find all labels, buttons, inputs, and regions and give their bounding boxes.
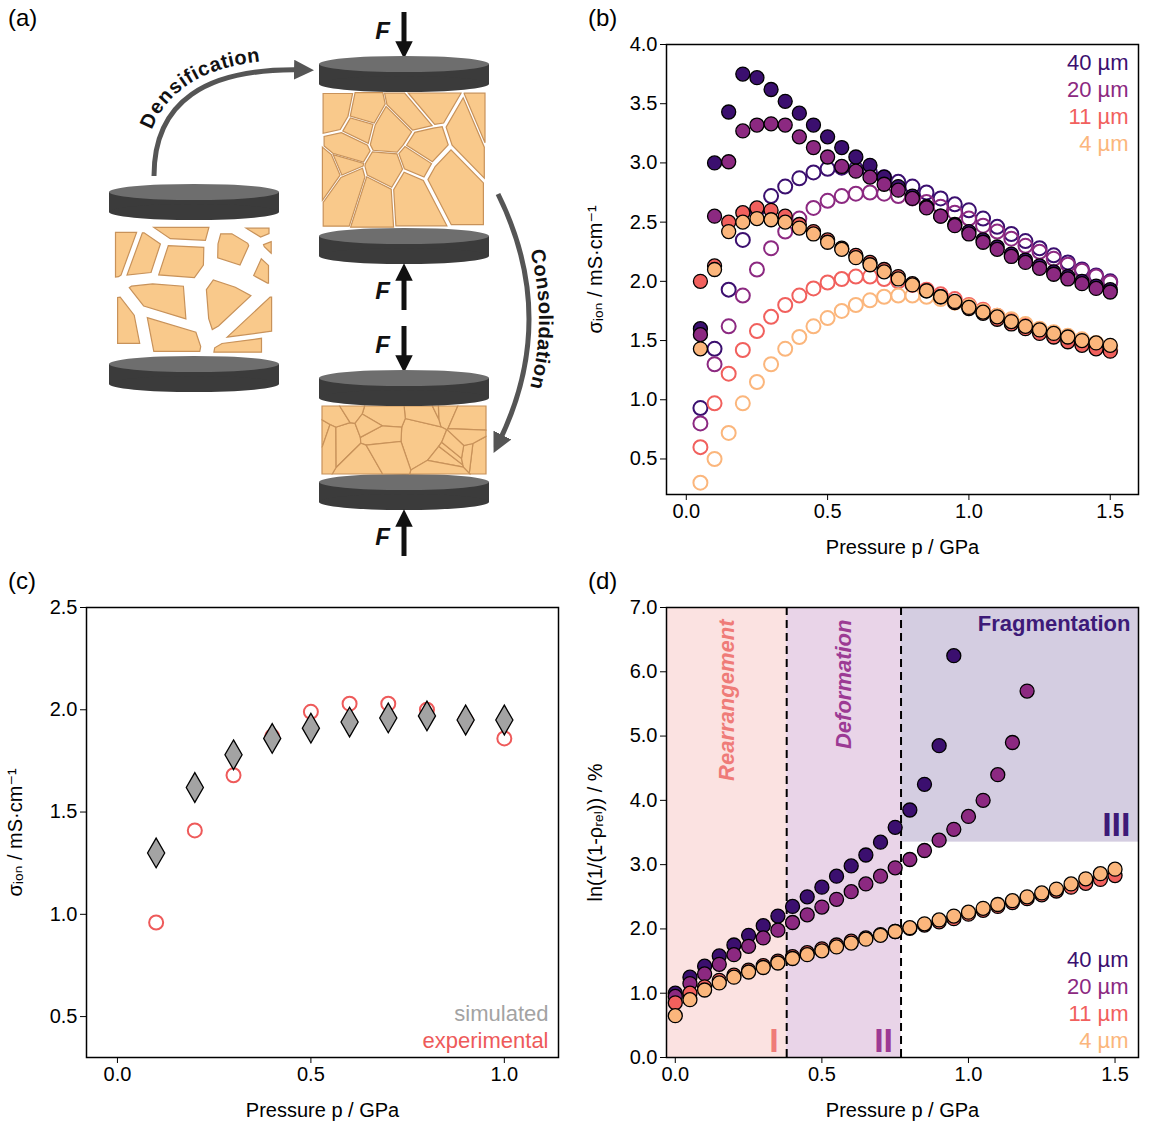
svg-text:0.5: 0.5 (50, 1005, 78, 1027)
svg-text:simulated: simulated (454, 1001, 548, 1026)
svg-text:40 µm: 40 µm (1067, 947, 1129, 972)
html-text:(d): (d) (588, 567, 618, 594)
svg-text:Densification: Densification (135, 44, 261, 132)
svg-text:4 µm: 4 µm (1079, 131, 1128, 156)
svg-text:4.0: 4.0 (630, 33, 658, 55)
svg-text:II: II (874, 1021, 893, 1059)
svg-text:2.5: 2.5 (50, 596, 78, 618)
svg-text:0.0: 0.0 (672, 500, 700, 522)
svg-text:1.5: 1.5 (1096, 500, 1124, 522)
svg-text:1.0: 1.0 (955, 1063, 983, 1085)
html-text:(c): (c) (8, 567, 36, 594)
svg-text:1.0: 1.0 (630, 982, 658, 1004)
svg-text:1.0: 1.0 (955, 500, 983, 522)
svg-text:40 µm: 40 µm (1067, 50, 1129, 75)
svg-text:F: F (375, 17, 391, 44)
svg-text:Pressure p / GPa: Pressure p / GPa (826, 1099, 980, 1121)
svg-text:7.0: 7.0 (630, 596, 658, 618)
svg-text:3.0: 3.0 (630, 151, 658, 173)
svg-text:Consolidation: Consolidation (526, 247, 557, 392)
svg-text:20 µm: 20 µm (1067, 77, 1129, 102)
svg-text:σᵢₒₙ / mS·cm⁻¹: σᵢₒₙ / mS·cm⁻¹ (4, 768, 26, 897)
svg-text:III: III (1102, 805, 1130, 843)
svg-text:Rearrangement: Rearrangement (714, 618, 739, 781)
svg-text:2.5: 2.5 (630, 211, 658, 233)
svg-text:0.5: 0.5 (814, 500, 842, 522)
svg-text:0.5: 0.5 (630, 447, 658, 469)
svg-text:0.0: 0.0 (661, 1063, 689, 1085)
svg-text:I: I (769, 1021, 778, 1059)
svg-text:4 µm: 4 µm (1079, 1028, 1128, 1053)
svg-text:3.5: 3.5 (630, 92, 658, 114)
svg-text:1.5: 1.5 (50, 800, 78, 822)
svg-text:1.5: 1.5 (1101, 1063, 1129, 1085)
svg-text:Pressure p / GPa: Pressure p / GPa (826, 536, 980, 558)
svg-text:F: F (375, 331, 391, 358)
svg-text:0.0: 0.0 (104, 1063, 132, 1085)
svg-text:ln(1/(1-ρᵣₑₗ)) / %: ln(1/(1-ρᵣₑₗ)) / % (584, 763, 606, 901)
svg-text:3.0: 3.0 (630, 853, 658, 875)
svg-text:2.0: 2.0 (630, 917, 658, 939)
svg-text:1.0: 1.0 (490, 1063, 518, 1085)
svg-text:1.5: 1.5 (630, 329, 658, 351)
svg-text:2.0: 2.0 (630, 270, 658, 292)
svg-text:0.5: 0.5 (297, 1063, 325, 1085)
svg-text:11 µm: 11 µm (1069, 104, 1129, 129)
html-text:(b): (b) (588, 4, 618, 31)
svg-text:5.0: 5.0 (630, 724, 658, 746)
svg-text:Pressure p / GPa: Pressure p / GPa (246, 1099, 400, 1121)
svg-text:2.0: 2.0 (50, 698, 78, 720)
svg-text:1.0: 1.0 (50, 903, 78, 925)
svg-text:Fragmentation: Fragmentation (978, 611, 1131, 636)
svg-text:20 µm: 20 µm (1067, 974, 1129, 999)
svg-text:1.0: 1.0 (630, 388, 658, 410)
svg-text:0.0: 0.0 (630, 1046, 658, 1068)
svg-text:F: F (375, 523, 391, 550)
svg-text:experimental: experimental (423, 1028, 549, 1053)
svg-text:4.0: 4.0 (630, 789, 658, 811)
svg-text:0.5: 0.5 (808, 1063, 836, 1085)
svg-text:11 µm: 11 µm (1069, 1001, 1129, 1026)
svg-text:6.0: 6.0 (630, 660, 658, 682)
svg-text:F: F (375, 277, 391, 304)
svg-text:Deformation: Deformation (831, 620, 856, 750)
html-text:(a): (a) (8, 4, 38, 31)
svg-text:σᵢₒₙ / mS·cm⁻¹: σᵢₒₙ / mS·cm⁻¹ (584, 205, 606, 334)
